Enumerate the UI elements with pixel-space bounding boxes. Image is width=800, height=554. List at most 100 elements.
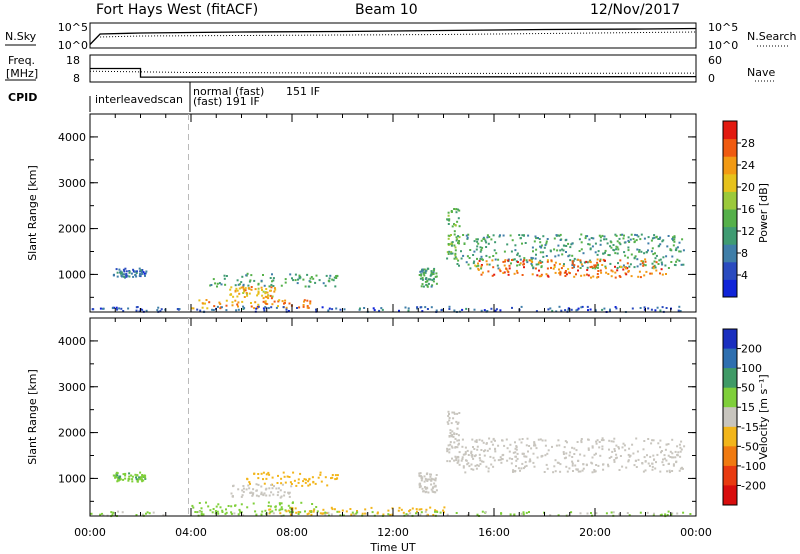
scatter-cell bbox=[597, 464, 600, 467]
scatter-cell bbox=[433, 482, 436, 485]
date-title: 12/Nov/2017 bbox=[590, 2, 680, 18]
scatter-cell bbox=[503, 444, 506, 447]
scatter-cell bbox=[623, 234, 625, 237]
scatter-cell bbox=[593, 453, 596, 456]
scatter-cell bbox=[309, 281, 312, 283]
scatter-cell bbox=[532, 266, 535, 269]
colorbar-segment bbox=[723, 368, 737, 389]
scatter-cell bbox=[448, 417, 451, 419]
scatter-cell bbox=[662, 464, 665, 466]
scatter-cell bbox=[335, 275, 338, 277]
scatter-cell bbox=[276, 482, 279, 484]
scatter-cell bbox=[586, 305, 589, 308]
scatter-cell bbox=[331, 474, 334, 476]
scatter-cell bbox=[569, 259, 572, 262]
scatter-cell bbox=[328, 307, 331, 310]
scatter-cell bbox=[476, 240, 479, 243]
scatter-cell bbox=[514, 249, 517, 252]
scatter-cell bbox=[315, 274, 318, 277]
scatter-cell bbox=[480, 264, 483, 266]
scatter-cell bbox=[269, 294, 272, 297]
scatter-cell bbox=[634, 255, 637, 258]
scatter-cell bbox=[463, 243, 466, 245]
scatter-cell bbox=[665, 273, 667, 275]
scatter-cell bbox=[677, 451, 680, 454]
scatter-cell bbox=[603, 238, 606, 241]
scatter-cell bbox=[317, 476, 320, 479]
scatter-cell bbox=[655, 261, 658, 264]
scatter-cell bbox=[671, 255, 674, 258]
scatter-cell bbox=[283, 302, 285, 305]
scatter-cell bbox=[591, 445, 594, 448]
scatter-cell bbox=[432, 491, 435, 493]
colorbar-segment bbox=[723, 387, 737, 408]
scatter-cell bbox=[470, 450, 473, 453]
scatter-cell bbox=[588, 260, 591, 263]
scatter-cell bbox=[652, 265, 655, 268]
scatter-cell bbox=[653, 264, 656, 267]
scatter-cell bbox=[514, 447, 517, 450]
scatter-cell bbox=[539, 259, 542, 262]
scatter-cell bbox=[345, 510, 348, 513]
scatter-cell bbox=[277, 300, 280, 303]
scatter-cell bbox=[423, 480, 426, 483]
scatter-cell bbox=[669, 248, 672, 251]
scatter-cell bbox=[241, 275, 244, 278]
scatter-cell bbox=[111, 307, 114, 310]
scatter-cell bbox=[618, 241, 621, 244]
scatter-cell bbox=[613, 450, 616, 452]
scatter-cell bbox=[604, 267, 607, 270]
scatter-cell bbox=[430, 483, 433, 486]
scatter-cell bbox=[664, 513, 667, 516]
scatter-cell bbox=[262, 300, 265, 303]
power-colorbar-title: Power [dB] bbox=[757, 183, 770, 243]
scatter-cell bbox=[476, 445, 479, 448]
scatter-cell bbox=[672, 244, 675, 247]
scatter-cell bbox=[529, 458, 532, 461]
scatter-cell bbox=[674, 450, 677, 453]
scatter-cell bbox=[675, 247, 678, 250]
scatter-cell bbox=[426, 480, 429, 482]
scatter-cell bbox=[451, 446, 454, 449]
scatter-cell bbox=[249, 482, 251, 485]
scatter-cell bbox=[333, 508, 336, 511]
scatter-cell bbox=[473, 240, 476, 243]
scatter-cell bbox=[651, 237, 654, 240]
scatter-cell bbox=[631, 443, 634, 446]
scatter-cell bbox=[260, 472, 263, 475]
scatter-cell bbox=[635, 239, 638, 242]
scatter-cell bbox=[433, 478, 436, 481]
scatter-cell bbox=[559, 463, 562, 466]
scatter-cell bbox=[523, 259, 526, 261]
scatter-cell bbox=[530, 259, 533, 262]
scatter-cell bbox=[431, 279, 434, 282]
scatter-cell bbox=[210, 284, 213, 286]
scatter-cell bbox=[502, 453, 505, 456]
scatter-cell bbox=[527, 234, 530, 237]
scatter-cell bbox=[523, 266, 525, 269]
scatter-cell bbox=[486, 236, 489, 239]
nsearch-label: N.Search bbox=[747, 30, 797, 43]
scatter-cell bbox=[291, 502, 294, 504]
scatter-cell bbox=[458, 439, 460, 442]
scatter-cell bbox=[679, 446, 682, 449]
scatter-cell bbox=[242, 490, 245, 493]
scatter-cell bbox=[220, 283, 223, 286]
scatter-cell bbox=[677, 309, 680, 312]
scatter-cell bbox=[511, 306, 513, 309]
scatter-cell bbox=[420, 511, 423, 514]
scatter-cell bbox=[420, 475, 423, 478]
scatter-cell bbox=[116, 476, 119, 479]
scatter-cell bbox=[598, 441, 601, 443]
scatter-cell bbox=[257, 292, 260, 295]
scatter-cell bbox=[430, 306, 433, 309]
scatter-cell bbox=[447, 223, 450, 225]
scatter-cell bbox=[533, 465, 536, 468]
scatter-cell bbox=[601, 445, 604, 448]
scatter-cell bbox=[297, 478, 300, 481]
scatter-cell bbox=[585, 463, 588, 466]
scatter-cell bbox=[194, 511, 197, 513]
scatter-cell bbox=[234, 284, 237, 287]
scatter-cell bbox=[643, 456, 646, 459]
